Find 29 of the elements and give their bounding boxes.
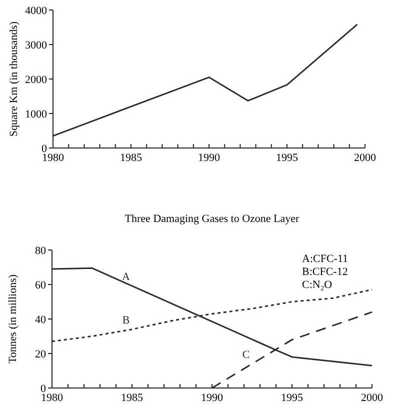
x-tick-label: 1985	[121, 392, 144, 404]
y-tick-label: 80	[35, 245, 46, 257]
x-tick-label: 1990	[198, 152, 220, 164]
x-tick-label: 1980	[42, 152, 64, 164]
y-tick-label: 40	[35, 314, 46, 326]
x-tick-label: 1985	[120, 152, 142, 164]
chart-title: Three Damaging Gases to Ozone Layer	[124, 213, 300, 225]
annotation: B:CFC-12	[302, 266, 348, 278]
y-axis-title: Square Km (in thousands)	[8, 21, 20, 137]
y-tick-label: 0	[42, 143, 48, 155]
x-tick-label: 1990	[201, 392, 224, 404]
series-label: C	[242, 348, 250, 361]
series-label: A	[122, 270, 130, 283]
y-tick-label: 0	[40, 383, 46, 395]
x-tick-label: 1980	[41, 392, 64, 404]
y-tick-label: 4000	[25, 5, 48, 17]
annotation: C:N₂O	[302, 279, 332, 291]
x-tick-label: 2000	[354, 152, 376, 164]
y-axis-title: Tonnes (in millions)	[7, 274, 19, 364]
x-tick-label: 1995	[281, 392, 304, 404]
y-tick-label: 60	[35, 280, 46, 292]
series-label: B	[122, 314, 130, 326]
y-tick-label: 2000	[25, 74, 48, 86]
annotation: A:CFC-11	[302, 253, 348, 265]
y-tick-label: 1000	[25, 108, 48, 120]
y-tick-label: 20	[35, 348, 46, 360]
y-tick-label: 3000	[25, 40, 48, 52]
x-tick-label: 2000	[361, 392, 384, 404]
x-tick-label: 1995	[276, 152, 298, 164]
